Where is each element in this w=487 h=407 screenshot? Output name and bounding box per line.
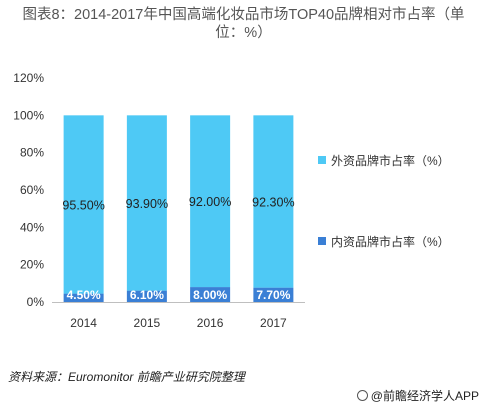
- bar-domestic: [190, 287, 231, 302]
- app-logo-icon: [356, 390, 368, 401]
- bar-domestic: [126, 290, 167, 302]
- x-tick-label: 2014: [70, 316, 97, 330]
- data-label-foreign: 95.50%: [62, 198, 104, 212]
- data-label-foreign: 93.90%: [126, 197, 168, 211]
- bar-foreign: [190, 115, 231, 288]
- data-label-domestic: 4.50%: [67, 288, 101, 302]
- source-note: 资料来源：Euromonitor 前瞻产业研究院整理: [8, 370, 245, 384]
- x-tick-label: 2017: [260, 316, 287, 330]
- x-tick-label: 2015: [134, 316, 161, 330]
- y-tick-label: 120%: [13, 71, 44, 85]
- chart-title: 图表8：2014-2017年中国高端化妆品市场TOP40品牌相对市占率（单位：%…: [22, 7, 465, 41]
- data-label-domestic: 8.00%: [193, 288, 227, 302]
- y-tick-label: 100%: [13, 108, 44, 122]
- bar-foreign: [63, 115, 104, 294]
- credit-text: @前瞻经济学人APP: [370, 389, 479, 403]
- bar-foreign: [253, 115, 294, 288]
- x-tick-label: 2016: [197, 316, 224, 330]
- y-tick-label: 20%: [20, 258, 44, 272]
- data-label-foreign: 92.30%: [252, 195, 294, 209]
- legend-swatch: [318, 237, 326, 245]
- bar-foreign: [126, 115, 167, 291]
- y-tick-label: 40%: [20, 220, 44, 234]
- y-tick-label: 0%: [27, 295, 45, 309]
- data-label-domestic: 6.10%: [130, 288, 164, 302]
- legend-swatch: [318, 156, 326, 164]
- legend-label: 外资品牌市占率（%）: [331, 153, 450, 168]
- y-tick-label: 60%: [20, 183, 44, 197]
- data-label-foreign: 92.00%: [189, 195, 231, 209]
- data-label-domestic: 7.70%: [256, 288, 290, 302]
- bar-domestic: [63, 293, 104, 302]
- y-tick-label: 80%: [20, 146, 44, 160]
- credit: @前瞻经济学人APP: [356, 387, 479, 404]
- bar-domestic: [253, 287, 294, 302]
- legend-label: 内资品牌市占率（%）: [331, 234, 450, 249]
